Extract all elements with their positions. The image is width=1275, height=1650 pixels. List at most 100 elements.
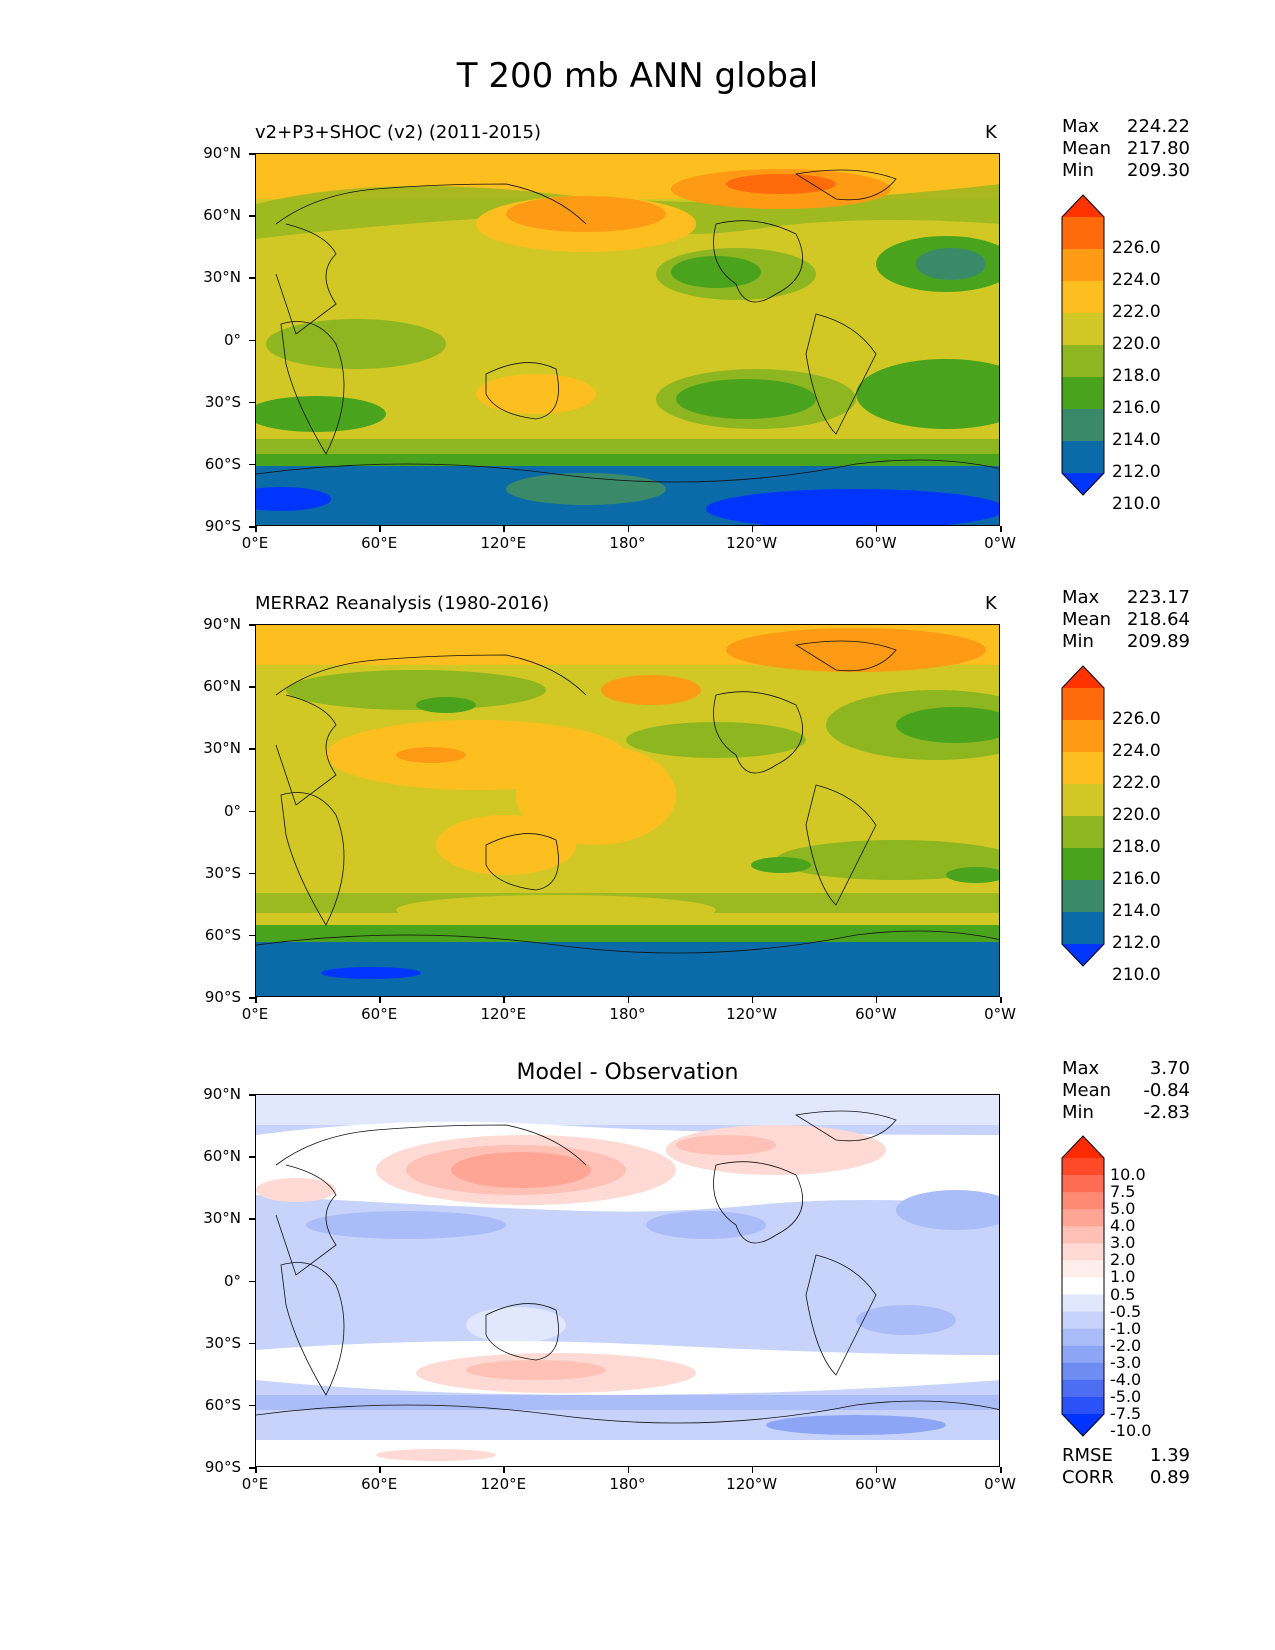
colorbar-tick-label: -4.0 [1110,1369,1142,1389]
colorbar-tick-label: 224.0 [1112,270,1161,290]
lat-tick-mark [249,215,255,217]
lat-tick-mark [249,748,255,750]
colorbar-tick-label: 2.0 [1110,1250,1136,1270]
coast-greenland [794,1110,897,1142]
lon-tick-mark [379,526,381,532]
field-warm-core [396,747,466,763]
field-warm-region [516,745,676,845]
field-warm-bias [256,1178,336,1202]
lat-tick-mark [249,1342,255,1345]
field-warm-bias-core [676,1135,776,1155]
colorbar-segment [1062,377,1104,410]
contour-field [256,1095,999,1466]
lon-tick-label: 0°W [984,1005,1016,1023]
coast-north-america [713,1161,804,1244]
lat-tick-mark [249,1467,255,1469]
field-cool-core [416,697,476,713]
lon-tick-mark [503,1467,505,1473]
lon-tick-label: 0°W [984,1475,1016,1493]
colorbar-tick-label: 226.0 [1112,709,1161,729]
colorbar-segment [1062,1192,1104,1210]
colorbar-tick-label: 222.0 [1112,302,1161,322]
lat-tick-label: 30°S [204,392,241,411]
lat-tick-label: 30°N [203,739,241,758]
lat-tick-label: 90°S [204,1458,241,1476]
lon-tick-mark [751,1467,754,1473]
field-cool-bias [306,1211,506,1239]
lat-tick-label: 30°N [203,1209,241,1228]
lon-tick-mark [1000,997,1002,1003]
field-cool-core [671,256,761,288]
coast-north-america [713,220,804,303]
field-neutral-region [466,1307,566,1343]
colorbar-tick-label: 216.0 [1112,398,1161,418]
lon-tick-mark [875,526,878,532]
field-cool-core [751,857,811,873]
field-cool-core [256,396,386,432]
min-value: -2.83 [1143,1102,1190,1123]
colorbar-tick-label: 216.0 [1112,869,1161,889]
field-cold-core [916,248,986,280]
lon-tick-label: 60°E [361,534,398,552]
lat-tick-label: 60°S [204,454,241,473]
mean-label: Mean [1062,1080,1112,1101]
lon-tick-label: 120°W [726,534,778,552]
coast-south-america [805,784,877,906]
max-value: 223.17 [1127,587,1190,608]
colorbar [1061,1135,1105,1437]
lat-tick-label: 90°N [203,615,241,633]
colorbar-outline [1061,665,1105,967]
lon-tick-label: 0°W [984,534,1016,552]
field-cool-bias [896,1190,999,1230]
lon-tick-mark [1000,526,1002,532]
lon-tick-label: 60°W [855,1475,897,1493]
field-cool-region [776,840,999,880]
lon-tick-label: 60°E [361,1475,398,1493]
field-cool-region [266,319,446,369]
units-label: K [985,122,997,143]
lat-tick-mark [249,810,255,812]
lat-tick-mark [249,153,255,155]
colorbar-tick-label: 3.0 [1110,1233,1136,1253]
colorbar-tick-label: -5.0 [1110,1386,1142,1406]
coast-africa [280,321,345,455]
lon-tick-label: 180° [609,534,646,552]
lat-tick-mark [249,1404,255,1407]
colorbar-tick-label: 214.0 [1112,901,1161,921]
lon-tick-mark [379,1467,381,1473]
lat-tick-mark [249,624,255,626]
lon-tick-mark [875,997,878,1003]
colorbar-segment [1062,441,1104,474]
colorbar-extend-min [1062,473,1104,495]
field-warm-bias-core [451,1152,591,1188]
colorbar-tick-label: 210.0 [1112,965,1161,985]
lon-tick-mark [255,1467,257,1473]
lon-tick-label: 60°W [855,1005,897,1023]
map-observation [255,624,1000,997]
field-cool-region [626,722,806,758]
colorbar-tick-label: 212.0 [1112,462,1161,482]
lat-tick-label: 60°S [204,1395,241,1414]
colorbar-extend-max [1062,1136,1104,1158]
colorbar-segment [1062,816,1104,849]
field-hot-core [726,174,836,194]
colorbar-segment [1062,1243,1104,1261]
lat-tick-label: 90°N [203,144,241,162]
lon-tick-mark [875,1467,878,1473]
lat-tick-label: 0° [223,801,241,820]
lon-tick-mark [503,997,505,1003]
colorbar-segment [1062,1396,1104,1415]
coast-south-america [805,1254,877,1376]
map-model [255,153,1000,526]
field-coldest-core [256,487,331,511]
lon-tick-label: 0°E [241,1475,269,1493]
field-neutral-band [256,1440,999,1466]
lat-tick-mark [249,1280,255,1282]
colorbar-tick-label: -0.5 [1110,1301,1142,1321]
field-band [256,454,999,469]
stats-box: Max 223.17 Mean 218.64 Min 209.89 [1062,587,1190,653]
colorbar-segment [1062,688,1104,721]
colorbar-segment [1062,1260,1104,1278]
min-value: 209.30 [1127,160,1190,181]
lon-tick-label: 120°E [480,1475,527,1493]
